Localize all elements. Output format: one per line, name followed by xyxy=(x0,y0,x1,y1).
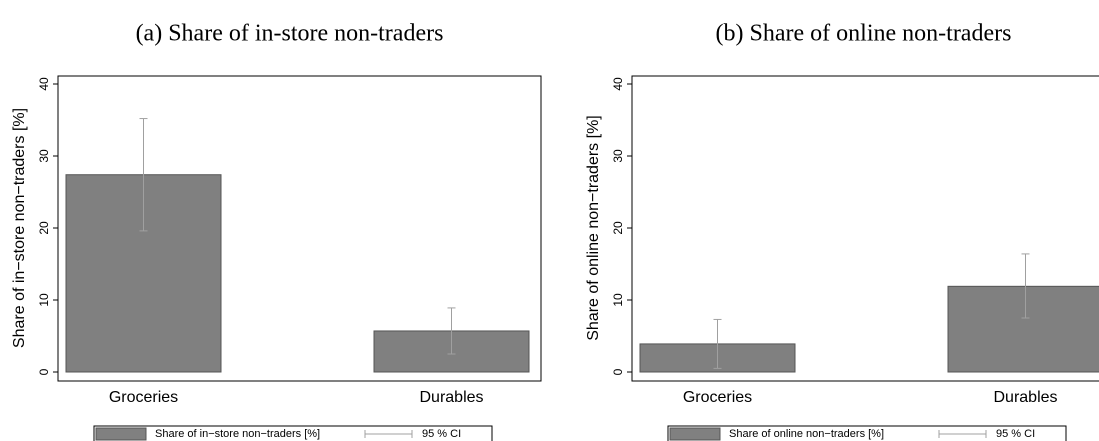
y-tick-label: 10 xyxy=(611,293,625,307)
y-tick-label: 40 xyxy=(611,77,625,91)
x-tick-label: Durables xyxy=(419,389,483,406)
y-axis-label: Share of online non−traders [%] xyxy=(585,115,602,340)
legend-label: Share of online non−traders [%] xyxy=(729,428,884,440)
legend-label: Share of in−store non−traders [%] xyxy=(155,428,320,440)
y-tick-label: 20 xyxy=(611,221,625,235)
y-tick-label: 30 xyxy=(611,149,625,163)
legend-label: 95 % CI xyxy=(422,428,461,440)
bar xyxy=(947,285,1099,373)
chart-title: (b) Share of online non-traders xyxy=(716,21,1012,47)
x-tick-label: Groceries xyxy=(683,389,752,406)
legend-box xyxy=(667,425,1067,441)
x-tick-label: Durables xyxy=(993,389,1057,406)
y-tick-label: 30 xyxy=(37,149,51,163)
y-tick-label: 10 xyxy=(37,293,51,307)
y-tick-label: 40 xyxy=(37,77,51,91)
legend-box xyxy=(93,425,493,441)
y-axis-label: Share of in−store non−traders [%] xyxy=(11,108,28,348)
x-tick-label: Groceries xyxy=(109,389,178,406)
legend-swatch xyxy=(95,427,147,441)
y-tick-label: 20 xyxy=(37,221,51,235)
legend-swatch xyxy=(669,427,721,441)
chart-panel: (a) Share of in-store non-traders Share o… xyxy=(11,21,542,441)
chart-panel: (b) Share of online non-traders Share of … xyxy=(585,21,1099,441)
y-tick-label: 0 xyxy=(611,368,625,375)
y-tick-label: 0 xyxy=(37,368,51,375)
legend-label: 95 % CI xyxy=(996,428,1035,440)
chart-title: (a) Share of in-store non-traders xyxy=(136,21,444,47)
